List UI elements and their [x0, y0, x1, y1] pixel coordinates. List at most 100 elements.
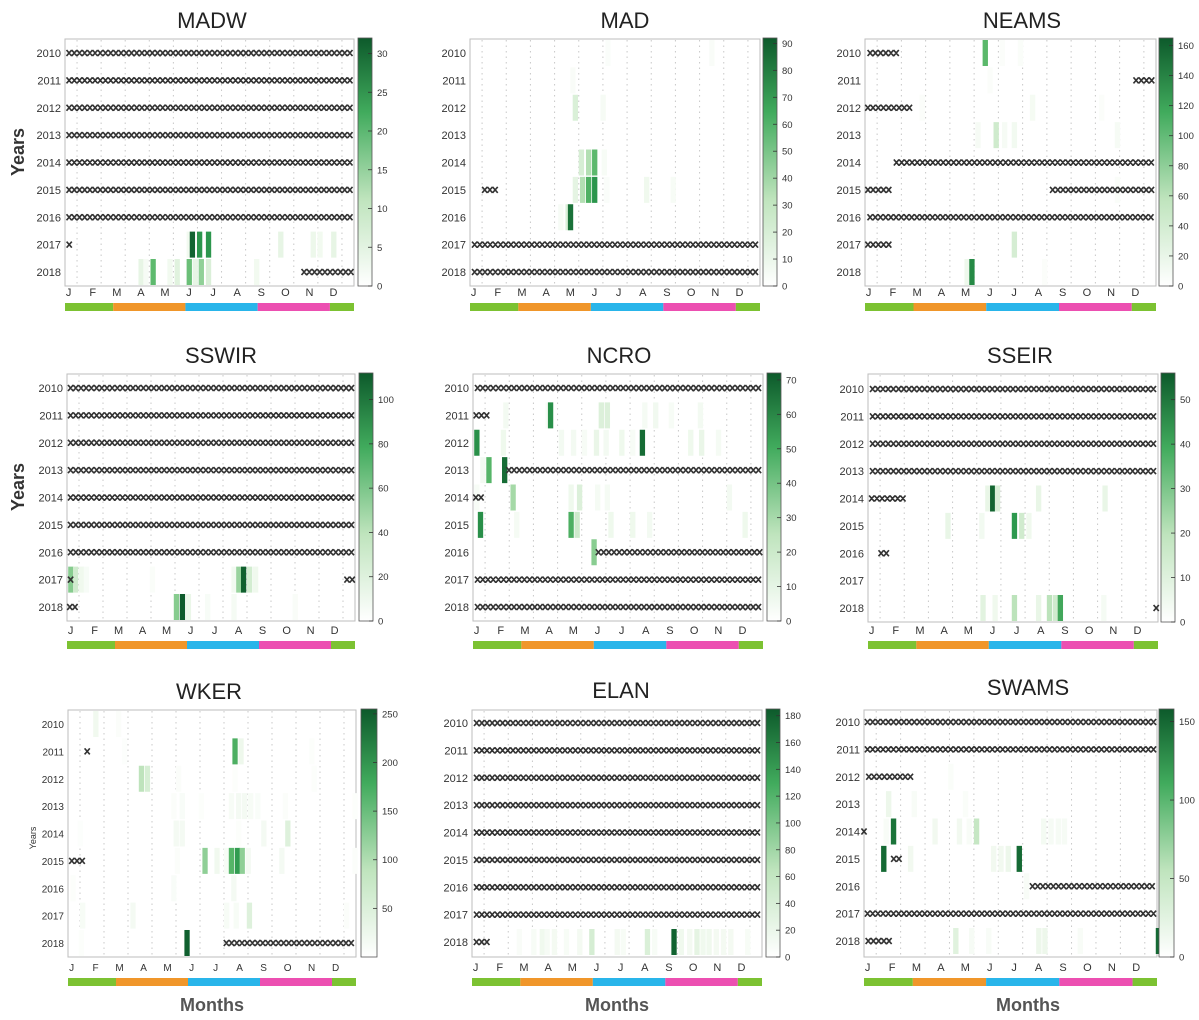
- year-tick-label: 2018: [39, 602, 63, 614]
- heat-cell: [179, 793, 185, 820]
- colorbar-tick-label: 60: [378, 484, 389, 495]
- season-bar-segment: [665, 978, 738, 986]
- colorbar-tick-label: 25: [377, 88, 388, 99]
- heat-cell: [890, 818, 897, 845]
- heat-cell: [238, 738, 244, 765]
- missing-data-marker: [864, 186, 892, 194]
- season-bar-segment: [913, 303, 987, 311]
- heat-cell: [1035, 485, 1042, 512]
- colorbar-tick-label: 10: [782, 255, 793, 266]
- colorbar-tick-label: 180: [785, 711, 801, 722]
- season-bar-segment: [916, 641, 989, 649]
- heat-cell: [477, 511, 484, 538]
- heat-cell: [138, 765, 145, 792]
- colorbar-tick-label: 70: [786, 375, 797, 386]
- heat-cell: [253, 566, 259, 593]
- year-tick-label: 2018: [840, 603, 864, 615]
- season-bar-segment: [1059, 303, 1132, 311]
- season-bar-segment: [1059, 978, 1133, 986]
- year-tick-label: 2016: [837, 212, 861, 224]
- heat-cell: [309, 738, 315, 765]
- heat-cell: [231, 566, 237, 593]
- month-tick-label: J: [188, 625, 194, 637]
- heat-cell: [713, 928, 719, 956]
- heat-cell: [245, 847, 251, 874]
- heat-cell: [70, 875, 76, 902]
- figure-ylabel-middle: Years: [8, 463, 28, 511]
- heat-cell: [973, 818, 980, 845]
- month-tick-label: D: [738, 625, 746, 637]
- month-tick-label: J: [471, 287, 477, 299]
- heat-cell: [73, 566, 79, 593]
- heat-cell: [1019, 512, 1025, 539]
- colorbar-tick-label: 100: [1179, 796, 1195, 807]
- month-tick-label: N: [1108, 962, 1116, 974]
- missing-data-marker: [223, 939, 355, 947]
- year-tick-label: 2010: [840, 384, 864, 396]
- year-tick-label: 2015: [444, 855, 468, 867]
- missing-data-marker: [1029, 882, 1156, 890]
- colorbar-tick-label: 150: [1179, 717, 1195, 728]
- month-tick-label: A: [1035, 287, 1043, 299]
- year-tick-label: 2015: [840, 521, 864, 533]
- month-tick-label: A: [139, 625, 147, 637]
- heat-cell: [706, 928, 712, 956]
- heat-cell: [598, 402, 604, 429]
- heat-cell: [709, 39, 715, 67]
- season-bar-segment: [1132, 978, 1157, 986]
- heat-cell: [239, 847, 245, 874]
- figure-xlabel-right: Months: [996, 995, 1060, 1015]
- heat-cell: [589, 928, 595, 956]
- heat-cell: [547, 402, 554, 429]
- month-tick-label: J: [595, 625, 601, 637]
- colorbar-tick-label: 50: [1180, 395, 1191, 406]
- month-tick-label: J: [594, 962, 600, 974]
- missing-data-marker: [83, 747, 91, 755]
- year-tick-label: 2013: [37, 130, 61, 142]
- year-tick-label: 2015: [445, 520, 469, 532]
- missing-data-marker: [505, 466, 762, 474]
- season-bar-segment: [470, 303, 519, 311]
- colorbar-tick-label: 120: [785, 792, 801, 803]
- season-bar-segment: [868, 641, 917, 649]
- missing-data-marker: [1152, 604, 1160, 612]
- heat-cell: [605, 39, 611, 67]
- year-tick-label: 2017: [442, 240, 466, 252]
- year-tick-label: 2011: [42, 747, 64, 758]
- heat-cell: [224, 902, 230, 929]
- season-bar-segment: [986, 303, 1059, 311]
- missing-data-marker: [481, 186, 499, 194]
- figure-xlabel-center: Months: [585, 995, 649, 1015]
- heat-cell: [93, 710, 99, 738]
- heat-cell: [911, 791, 917, 818]
- heat-cell: [630, 511, 636, 538]
- year-tick-label: 2016: [37, 212, 61, 224]
- month-tick-label: F: [496, 962, 503, 974]
- missing-data-marker: [868, 494, 907, 503]
- year-tick-label: 2018: [442, 267, 466, 279]
- missing-data-marker: [474, 384, 762, 392]
- panel-sseir: SSEIR20102011201220132014201520162017201…: [840, 343, 1191, 649]
- month-tick-label: S: [1059, 287, 1066, 299]
- season-bar-segment: [67, 641, 115, 649]
- panel-title: WKER: [176, 679, 242, 704]
- colorbar-tick-label: 160: [785, 738, 801, 749]
- missing-data-marker: [67, 384, 355, 392]
- heat-cell: [310, 231, 316, 258]
- month-tick-label: A: [140, 963, 147, 974]
- missing-data-marker: [1132, 76, 1155, 84]
- heat-cell: [742, 511, 748, 538]
- heat-cell: [694, 928, 700, 956]
- heat-cell: [595, 484, 601, 511]
- colorbar: [765, 708, 781, 958]
- heat-cell: [998, 845, 1004, 872]
- colorbar-tick-label: 150: [382, 807, 398, 818]
- year-tick-label: 2011: [445, 410, 469, 422]
- heat-cell: [311, 765, 317, 792]
- month-tick-label: J: [213, 963, 218, 974]
- colorbar: [1158, 37, 1174, 287]
- heat-cell: [601, 149, 608, 176]
- heat-cell: [1026, 512, 1032, 539]
- season-bar-segment: [331, 641, 355, 649]
- month-tick-label: M: [964, 625, 973, 637]
